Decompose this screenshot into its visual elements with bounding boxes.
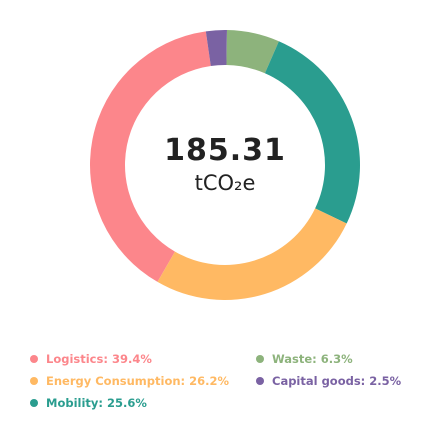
legend-item-logistics: Logistics: 39.4%: [30, 352, 152, 366]
slice-energy-consumption[interactable]: [157, 208, 347, 300]
slice-capital-goods[interactable]: [205, 30, 227, 67]
legend-dot-logistics: [30, 355, 38, 363]
legend-item-capital-goods: Capital goods: 2.5%: [256, 374, 401, 388]
slice-mobility[interactable]: [264, 41, 360, 224]
slice-waste[interactable]: [226, 30, 279, 74]
legend-label-waste: Waste: 6.3%: [272, 352, 353, 366]
donut-chart: 185.31 tCO₂e: [90, 30, 360, 300]
legend-label-mobility: Mobility: 25.6%: [46, 396, 147, 410]
slice-logistics[interactable]: [90, 31, 211, 282]
legend-dot-capital-goods: [256, 377, 264, 385]
legend-dot-waste: [256, 355, 264, 363]
donut-slices: [90, 30, 360, 300]
legend-dot-energy-consumption: [30, 377, 38, 385]
legend-label-capital-goods: Capital goods: 2.5%: [272, 374, 402, 388]
legend-label-logistics: Logistics: 39.4%: [46, 352, 152, 366]
legend-item-energy-consumption: Energy Consumption: 26.2%: [30, 374, 229, 388]
legend-dot-mobility: [30, 399, 38, 407]
legend-label-energy-consumption: Energy Consumption: 26.2%: [46, 374, 230, 388]
center-total-unit: tCO₂e: [195, 171, 256, 195]
center-total-value: 185.31: [164, 133, 286, 168]
legend-item-mobility: Mobility: 25.6%: [30, 396, 147, 410]
legend-item-waste: Waste: 6.3%: [256, 352, 353, 366]
